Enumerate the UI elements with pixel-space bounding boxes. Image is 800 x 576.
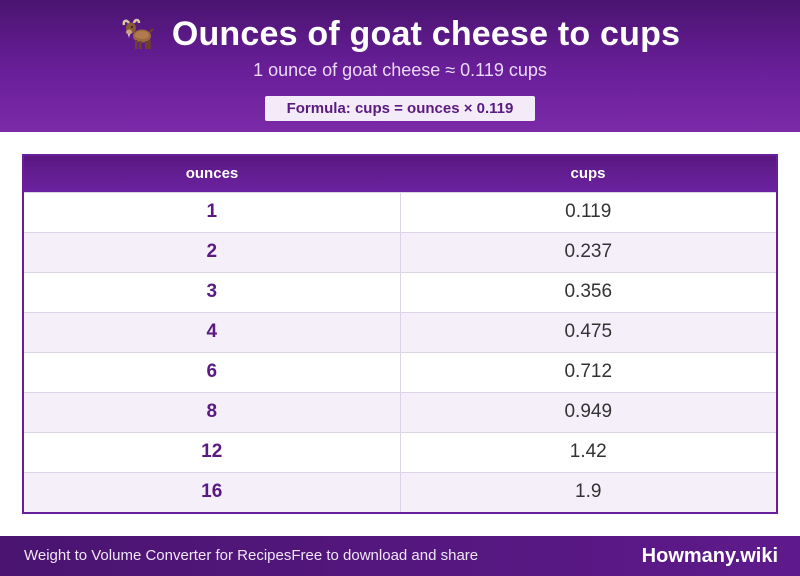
- table-row: 8 0.949: [24, 391, 776, 432]
- table-row: 4 0.475: [24, 311, 776, 352]
- cups-cell: 1.9: [400, 471, 776, 512]
- table-header-row: ounces cups: [24, 156, 776, 192]
- footer-description: Weight to Volume Converter for RecipesFr…: [24, 547, 479, 564]
- ounces-cell: 4: [24, 311, 401, 352]
- conversion-table: ounces cups 1 0.119 2 0.237 3 0.356 4 0.…: [24, 156, 776, 512]
- ounces-cell: 12: [24, 431, 401, 472]
- table-row: 2 0.237: [24, 231, 776, 272]
- cups-cell: 0.712: [400, 351, 776, 392]
- table-row: 3 0.356: [24, 271, 776, 312]
- conversion-subtitle: 1 ounce of goat cheese ≈ 0.119 cups: [253, 60, 547, 80]
- ounces-cell: 3: [24, 271, 401, 312]
- page-title: Ounces of goat cheese to cups: [171, 14, 681, 53]
- cups-cell: 0.237: [400, 231, 776, 272]
- table-row: 16 1.9: [24, 471, 776, 512]
- conversion-table-container: ounces cups 1 0.119 2 0.237 3 0.356 4 0.…: [22, 154, 778, 514]
- header-banner: Ounces of goat cheese to cups 1 ounce of…: [0, 0, 800, 132]
- brand-logo-text[interactable]: Howmany.wiki: [641, 545, 778, 567]
- column-header-ounces: ounces: [185, 165, 239, 183]
- column-header-cups: cups: [570, 165, 606, 183]
- footer-bar: Weight to Volume Converter for RecipesFr…: [0, 536, 800, 576]
- cups-cell: 0.119: [400, 191, 776, 232]
- ounces-cell: 2: [24, 231, 401, 272]
- table-row: 12 1.42: [24, 431, 776, 472]
- cups-cell: 0.949: [400, 391, 776, 432]
- cups-cell: 0.475: [400, 311, 776, 352]
- cups-cell: 0.356: [400, 271, 776, 312]
- ounces-cell: 6: [24, 351, 401, 392]
- table-row: 1 0.119: [24, 191, 776, 232]
- cups-cell: 1.42: [400, 431, 776, 472]
- ounces-cell: 16: [24, 471, 401, 512]
- formula-badge: Formula: cups = ounces × 0.119: [265, 96, 535, 121]
- table-row: 6 0.712: [24, 351, 776, 392]
- title-row: Ounces of goat cheese to cups: [0, 14, 800, 54]
- ounces-cell: 1: [24, 191, 401, 232]
- goat-icon: [120, 17, 154, 51]
- ounces-cell: 8: [24, 391, 401, 432]
